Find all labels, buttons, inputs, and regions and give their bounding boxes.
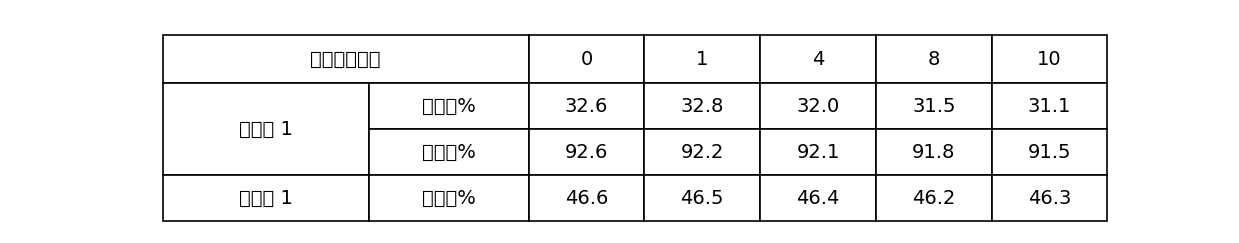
Text: 10: 10 xyxy=(1037,50,1062,69)
Bar xyxy=(991,129,1108,175)
Bar xyxy=(369,129,529,175)
Bar xyxy=(369,83,529,129)
Text: 烧炭再生次数: 烧炭再生次数 xyxy=(311,50,380,69)
Bar xyxy=(876,129,991,175)
Bar xyxy=(644,83,761,129)
Bar xyxy=(876,175,991,221)
Text: 8: 8 xyxy=(928,50,940,69)
Bar xyxy=(991,83,1108,129)
Bar xyxy=(529,83,644,129)
Bar xyxy=(162,175,369,221)
Text: 实施例 1: 实施例 1 xyxy=(239,189,292,208)
Text: 46.6: 46.6 xyxy=(565,189,608,208)
Text: 选择性%: 选择性% xyxy=(422,143,476,162)
Text: 31.1: 31.1 xyxy=(1028,97,1072,116)
Bar xyxy=(991,175,1108,221)
Text: 91.8: 91.8 xyxy=(912,143,955,162)
Bar xyxy=(162,35,529,83)
Bar xyxy=(876,83,991,129)
Text: 31.5: 31.5 xyxy=(912,97,955,116)
Bar xyxy=(529,129,644,175)
Text: 46.5: 46.5 xyxy=(680,189,724,208)
Bar xyxy=(991,35,1108,83)
Bar xyxy=(761,83,876,129)
Bar xyxy=(529,175,644,221)
Text: 92.1: 92.1 xyxy=(797,143,840,162)
Text: 4: 4 xyxy=(812,50,824,69)
Text: 46.2: 46.2 xyxy=(912,189,955,208)
Text: 46.3: 46.3 xyxy=(1028,189,1072,208)
Bar xyxy=(529,35,644,83)
Text: 0: 0 xyxy=(580,50,592,69)
Bar xyxy=(876,35,991,83)
Bar xyxy=(644,175,761,221)
Bar xyxy=(644,129,761,175)
Text: 32.8: 32.8 xyxy=(680,97,724,116)
Bar xyxy=(761,35,876,83)
Text: 1: 1 xyxy=(696,50,709,69)
Bar xyxy=(761,129,876,175)
Text: 对比例 1: 对比例 1 xyxy=(239,120,292,139)
Text: 46.4: 46.4 xyxy=(797,189,840,208)
Bar xyxy=(644,35,761,83)
Text: 92.2: 92.2 xyxy=(680,143,724,162)
Text: 转化率%: 转化率% xyxy=(422,97,476,116)
Text: 32.0: 32.0 xyxy=(797,97,840,116)
Text: 转化率%: 转化率% xyxy=(422,189,476,208)
Text: 91.5: 91.5 xyxy=(1028,143,1072,162)
Bar xyxy=(369,175,529,221)
Text: 92.6: 92.6 xyxy=(565,143,608,162)
Bar xyxy=(162,83,369,175)
Bar xyxy=(761,175,876,221)
Text: 32.6: 32.6 xyxy=(565,97,608,116)
